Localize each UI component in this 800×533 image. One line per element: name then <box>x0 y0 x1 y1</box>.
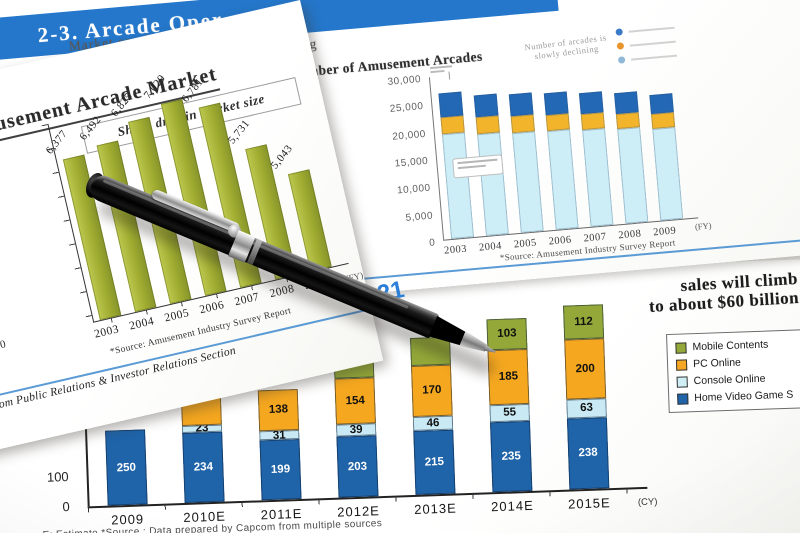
bar-segment: 238 <box>566 416 610 490</box>
bar-segment: 170 <box>410 364 453 417</box>
bar-segment: 200 <box>564 337 607 400</box>
axis-tick-label: 3,500 <box>0 314 2 332</box>
axis-category-label: 2003 <box>93 323 121 341</box>
bar-segment: 112 <box>562 304 605 340</box>
bar-segment: 250 <box>105 429 148 506</box>
bar-segment: 235 <box>489 420 533 493</box>
forecast-y-axis-labels: 100 0 <box>28 469 70 515</box>
bar-segment <box>580 112 606 131</box>
legend-dot-row <box>616 38 676 50</box>
legend-item: Home Video Game S <box>677 388 800 405</box>
legend-item: PC Online <box>675 354 800 371</box>
bar-2008 <box>612 63 649 224</box>
bar-segment: 46 <box>412 415 454 431</box>
arcades-stacked-bars <box>430 59 695 239</box>
legend-item-label: Console Online <box>693 372 766 388</box>
bar-segment <box>440 115 465 135</box>
axis-tick-label: 100 <box>46 469 69 485</box>
axis-category-label: 2012E <box>336 503 381 520</box>
axis-tick-label: 20,000 <box>391 128 427 143</box>
legend-item-label: PC Online <box>692 356 742 371</box>
bar-segment: 39 <box>336 423 377 437</box>
arcades-y-axis-labels: 30,000 25,000 20,000 15,000 10,000 5,000 0 <box>363 74 436 253</box>
bar-value-label: 5,731 <box>225 117 253 147</box>
legend-swatch-icon <box>675 358 688 371</box>
axis-tick-label: 15,000 <box>394 155 429 170</box>
axis-tick-label: 30,000 <box>387 74 422 88</box>
bar-segment: 154 <box>334 377 376 426</box>
legend-dash <box>629 40 676 47</box>
bar-segment <box>473 92 499 118</box>
bar-2005 <box>507 72 544 233</box>
bar-segment <box>543 91 569 116</box>
legend-item-label: Home Video Game S <box>694 388 794 405</box>
arcades-chart-subtitle: Number of arcades is slowly declining <box>523 32 607 62</box>
bar-segment <box>510 114 536 134</box>
bar-2015E: 238 63 200 112 <box>562 304 610 490</box>
bar-2009 <box>646 60 684 221</box>
axis-category-label: 2015E <box>567 495 611 512</box>
bar-segment <box>477 132 509 236</box>
legend-item: Mobile Contents <box>675 337 800 354</box>
bar-segment <box>578 91 604 115</box>
axis-tick-label: 3,000 <box>0 338 8 356</box>
legend-dot-icon <box>617 56 626 64</box>
arcades-x-unit: (FY) <box>694 220 712 232</box>
legend-dot-row <box>615 24 675 36</box>
bar-2006 <box>542 69 579 230</box>
bar-segment <box>441 132 475 239</box>
bar-segment: 31 <box>259 429 300 442</box>
bar-segment: 203 <box>336 435 379 498</box>
bar-segment <box>615 111 641 130</box>
bar-2007 <box>577 66 614 227</box>
bar-value-label: 5,043 <box>268 142 296 172</box>
bar-segment <box>512 131 544 233</box>
bar-segment: 234 <box>182 431 225 503</box>
legend-swatch-icon <box>676 375 688 388</box>
axis-category-label: 2013E <box>413 500 458 517</box>
bar-segment <box>508 92 534 117</box>
bar-segment <box>545 113 571 132</box>
axis-category-label: 2009 <box>652 225 677 239</box>
bar-segment <box>651 112 676 130</box>
axis-tick-label: 0 <box>428 237 436 249</box>
legend-item: Console Online <box>676 371 800 388</box>
bar-segment: 215 <box>413 429 456 495</box>
bar-segment: 63 <box>566 397 607 419</box>
bar-segment <box>652 127 684 221</box>
forecast-x-unit: (CY) <box>637 496 658 509</box>
axis-tick-label: 5,000 <box>405 210 434 224</box>
bar-segment <box>649 93 674 115</box>
bar-segment: 199 <box>259 439 302 501</box>
legend-dot-icon <box>616 42 625 50</box>
legend-dot-icon <box>615 28 623 36</box>
legend-item-label: Mobile Contents <box>692 338 769 354</box>
axis-tick-label: 10,000 <box>396 182 432 197</box>
bar-segment <box>582 128 614 227</box>
bar-segment <box>475 115 501 135</box>
axis-category-label: 2014E <box>490 497 534 515</box>
bar-segment <box>614 91 639 114</box>
legend-swatch-icon <box>677 392 689 405</box>
bar-segment: 23 <box>181 422 223 435</box>
market-y-axis-labels: 7,0006,5006,0005,5005,0004,5004,0003,500… <box>0 143 7 360</box>
legend-dash <box>628 26 675 33</box>
forecast-legend: Mobile Contents PC Online Console Online Ho… <box>666 328 800 414</box>
bar-segment <box>547 129 579 230</box>
bar-segment <box>617 127 649 224</box>
axis-tick-label: 25,000 <box>389 101 424 116</box>
bar-segment: 55 <box>489 403 530 422</box>
axis-tick-label: 0 <box>62 499 70 515</box>
axis-category-label: 2003 <box>443 243 468 257</box>
bar-segment: 185 <box>487 348 530 406</box>
bar-segment: 138 <box>257 388 300 432</box>
legend-swatch-icon <box>675 341 687 354</box>
bar-segment <box>438 91 464 118</box>
